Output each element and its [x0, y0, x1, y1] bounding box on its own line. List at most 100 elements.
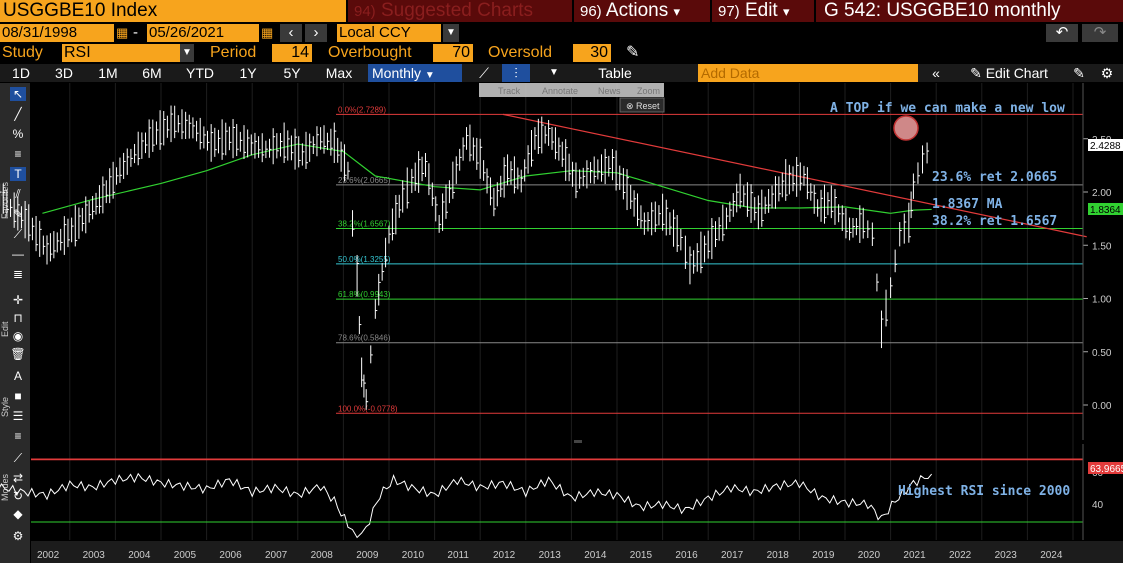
currency-select[interactable]: Local CCY: [337, 24, 441, 42]
x-tick-label: 2007: [265, 550, 288, 561]
reset-button[interactable]: ⊗ Reset: [626, 101, 660, 111]
track-button[interactable]: Track: [498, 86, 521, 96]
color-box-icon[interactable]: ■: [14, 389, 22, 403]
percent-tool-icon[interactable]: %: [12, 127, 24, 141]
start-date-input[interactable]: 08/31/1998: [0, 24, 114, 42]
top-marker-circle: [893, 115, 919, 141]
overbought-input[interactable]: 70: [433, 44, 473, 62]
x-axis-bar: [31, 541, 1123, 563]
x-tick-label: 2009: [356, 550, 379, 561]
collapse-icon[interactable]: «: [932, 65, 940, 81]
start-calendar-icon[interactable]: ▦: [116, 25, 129, 40]
text-tool-icon[interactable]: T: [10, 167, 26, 181]
x-tick-label: 2003: [83, 550, 106, 561]
zoom-button[interactable]: Zoom: [637, 86, 660, 96]
trendline: [502, 113, 1087, 238]
x-tick-label: 2024: [1040, 550, 1063, 561]
actions-button[interactable]: 96) Actions ▾: [574, 0, 710, 22]
x-tick-label: 2022: [949, 550, 972, 561]
tf-1y[interactable]: 1Y: [239, 65, 257, 81]
main-panel: [31, 83, 1123, 440]
channel-tool-icon[interactable]: ⫽: [15, 187, 21, 201]
magnet-icon[interactable]: ⊓: [13, 311, 23, 325]
x-tick-label: 2010: [402, 550, 425, 561]
overbought-label: Overbought: [328, 44, 412, 61]
tf-3d[interactable]: 3D: [55, 65, 73, 81]
palette-icon[interactable]: ◆: [13, 507, 23, 521]
line-chart-icon[interactable]: ⟋: [479, 65, 489, 81]
trash-icon[interactable]: 🗑: [10, 347, 26, 361]
x-tick-label: 2011: [447, 550, 469, 561]
suggested-charts-button[interactable]: 94) Suggested Charts: [348, 0, 572, 22]
settings-icon[interactable]: ⚙: [12, 529, 24, 543]
fib-label: 38.2%(1.6567): [338, 220, 391, 229]
x-tick-label: 2004: [128, 550, 151, 561]
ray-tool-icon[interactable]: ⟋: [13, 227, 23, 241]
line-tool-icon[interactable]: ╱: [14, 107, 22, 121]
font-icon[interactable]: A: [13, 369, 22, 383]
chart-type-dropdown-icon[interactable]: ▼: [549, 67, 559, 78]
annotate-button[interactable]: Annotate: [542, 86, 578, 96]
rsi-value-tag: 63.9665: [1090, 464, 1123, 475]
period-input[interactable]: 14: [272, 44, 312, 62]
gear-icon[interactable]: ⚙: [1100, 65, 1114, 81]
x-tick-label: 2019: [812, 550, 835, 561]
fib-236-note: 23.6% ret 2.0665: [932, 170, 1057, 185]
hline-tool-icon[interactable]: —: [12, 247, 24, 261]
fib-label: 0.0%(2.7289): [338, 105, 386, 114]
eye-icon[interactable]: ◉: [12, 329, 24, 343]
news-button[interactable]: News: [598, 86, 621, 96]
tf-1d[interactable]: 1D: [12, 65, 30, 81]
tf-ytd[interactable]: YTD: [186, 65, 214, 81]
edit-chart-button[interactable]: ✎ Edit Chart: [954, 64, 1064, 82]
study-dropdown-icon[interactable]: ▼: [180, 44, 194, 62]
tf-1m[interactable]: 1M: [98, 65, 118, 81]
graph-title: G 542: USGGBE10 monthly: [816, 0, 1123, 22]
ruler-icon[interactable]: ⟋: [13, 451, 23, 465]
tf-max[interactable]: Max: [325, 65, 353, 81]
rsi-tick-label: 40: [1092, 500, 1104, 511]
crosshair-icon[interactable]: ✛: [12, 293, 24, 307]
oversold-label: Oversold: [488, 44, 553, 61]
bar-chart-icon[interactable]: ⫶: [502, 64, 530, 82]
redo-button[interactable]: ↷: [1082, 24, 1118, 42]
x-tick-label: 2020: [858, 550, 881, 561]
frequency-label: Monthly: [372, 65, 422, 81]
fib-tool-icon[interactable]: ≡: [14, 147, 22, 161]
line-style-icon[interactable]: ≡: [14, 429, 22, 443]
end-date-input[interactable]: 05/26/2021: [147, 24, 259, 42]
study-select[interactable]: RSI: [62, 44, 180, 62]
x-tick-label: 2018: [767, 550, 790, 561]
fib-label: 50.0%(1.3255): [338, 255, 391, 264]
edit-label: Edit: [744, 0, 778, 21]
end-calendar-icon[interactable]: ▦: [261, 25, 274, 40]
study-label: Study: [2, 44, 43, 61]
x-tick-label: 2017: [721, 550, 744, 561]
stack-tool-icon[interactable]: ≣: [12, 267, 24, 281]
rsi-note: Highest RSI since 2000: [898, 484, 1070, 499]
security-field[interactable]: USGGBE10 Index: [0, 0, 346, 22]
line-weight-icon[interactable]: ☰: [12, 409, 24, 423]
x-tick-label: 2006: [219, 550, 242, 561]
tf-6m[interactable]: 6M: [142, 65, 162, 81]
edit-button[interactable]: 97) Edit ▾: [712, 0, 814, 22]
edit-chart-icon[interactable]: ✎: [1073, 65, 1085, 81]
tf-5y[interactable]: 5Y: [283, 65, 301, 81]
cursor-icon[interactable]: ↖: [10, 87, 26, 101]
oversold-input[interactable]: 30: [573, 44, 611, 62]
prev-period-button[interactable]: ‹: [280, 24, 302, 42]
frequency-dropdown-icon: ▼: [424, 70, 435, 81]
cycle-icon[interactable]: ↻: [12, 489, 24, 503]
compare-icon[interactable]: ⇄: [12, 471, 24, 485]
panel-splitter[interactable]: [574, 440, 582, 443]
frequency-select[interactable]: Monthly ▼: [368, 64, 462, 82]
undo-button[interactable]: ↶: [1046, 24, 1078, 42]
pencil-icon[interactable]: ✎: [626, 44, 640, 61]
next-period-button[interactable]: ›: [305, 24, 327, 42]
date-separator: -: [133, 24, 138, 41]
add-data-input[interactable]: Add Data: [698, 64, 918, 82]
table-button[interactable]: Table: [598, 65, 632, 81]
edit-chart-label: Edit Chart: [985, 65, 1048, 81]
currency-dropdown-icon[interactable]: ▼: [443, 24, 459, 42]
